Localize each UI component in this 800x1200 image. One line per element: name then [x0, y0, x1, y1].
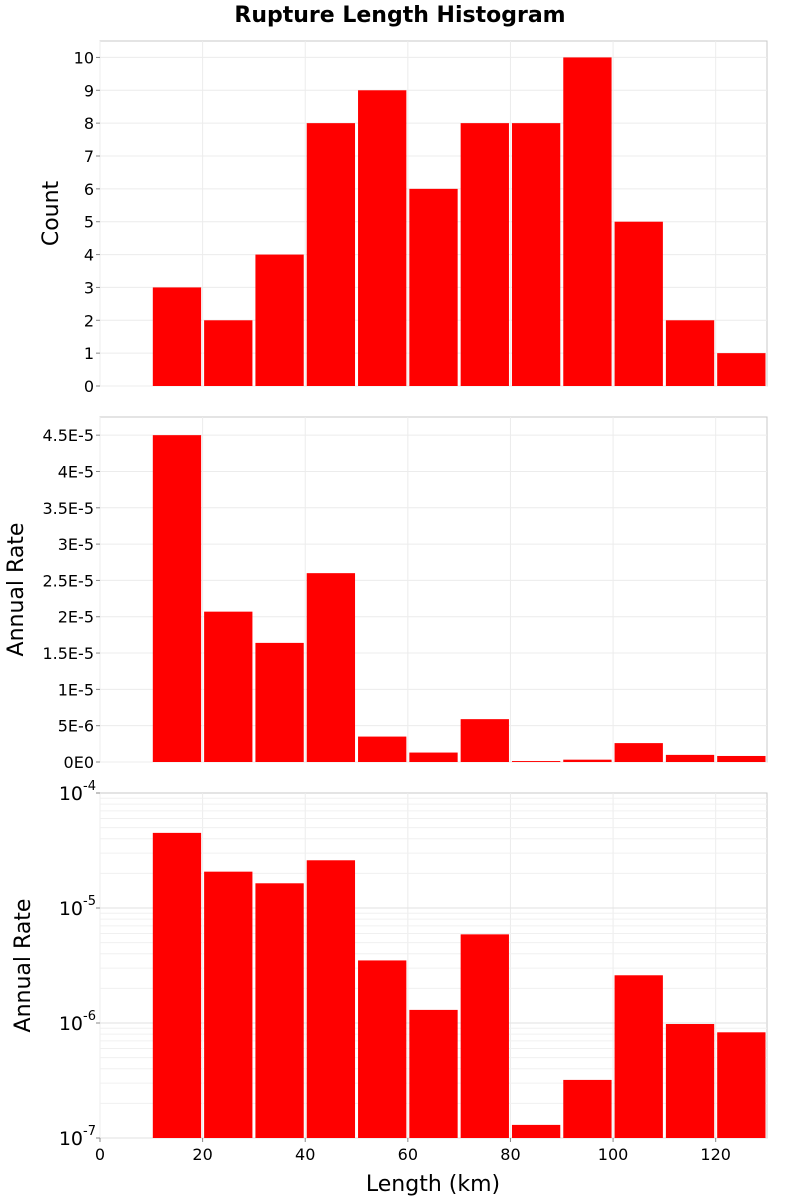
panel-1: 0 1 2 3 4 5 6 7 8 9 10 Count [39, 40, 768, 396]
y-tick-label: 10 [74, 48, 94, 67]
y-tick-label: 4.5E-5 [42, 426, 94, 445]
y-tick-label: 6 [84, 180, 94, 199]
y-tick-label: 7 [84, 147, 94, 166]
y-tick-label: 3 [84, 278, 94, 297]
y-tick-label: 3.5E-5 [42, 499, 94, 518]
bars [152, 832, 766, 1138]
y-axis-label: Annual Rate [4, 523, 29, 657]
y-tick-label: 2 [84, 311, 94, 330]
bar [204, 320, 253, 386]
x-tick-label: 80 [500, 1145, 520, 1164]
bar [306, 123, 356, 387]
y-tick-label: 4 [84, 246, 94, 265]
bar [563, 759, 612, 762]
y-tick-label: 1.5E-5 [42, 644, 94, 663]
bar [511, 1124, 561, 1138]
bar [511, 761, 561, 762]
y-tick-label: 9 [84, 81, 94, 100]
bar [306, 860, 356, 1138]
y-tick-label: 1 [84, 344, 94, 363]
y-tick-label: 0 [84, 377, 94, 396]
y-tick-label: 5 [84, 213, 94, 232]
x-tick-label: 60 [398, 1145, 418, 1164]
bar [358, 90, 407, 387]
bar [717, 755, 766, 762]
y-tick-label: 0E0 [64, 753, 94, 772]
bar [460, 123, 509, 387]
panel-3: 10-7 10-6 10-5 10-4 Annual Rate [11, 779, 768, 1150]
bar [409, 188, 458, 386]
x-tick-label: 100 [598, 1145, 629, 1164]
bar [563, 1079, 612, 1138]
bar [511, 123, 561, 387]
y-tick-labels: 10-7 10-6 10-5 10-4 [59, 779, 100, 1150]
y-axis-label: Count [39, 180, 64, 246]
y-tick-labels: 0E0 5E-6 1E-5 1.5E-5 2E-5 2.5E-5 3E-5 3.5E-5 4E-… [42, 426, 100, 772]
bar [460, 719, 509, 762]
bar [255, 254, 304, 386]
y-tick-label: 10-4 [59, 779, 96, 805]
y-tick-label: 8 [84, 114, 94, 133]
bars [152, 57, 766, 387]
bar [358, 960, 407, 1138]
y-tick-label: 10-6 [59, 1009, 96, 1035]
bar [665, 754, 715, 762]
bar [306, 573, 356, 762]
y-tick-label: 2E-5 [58, 608, 94, 627]
y-tick-labels: 0 1 2 3 4 5 6 7 8 9 10 [74, 48, 100, 396]
bar [409, 752, 458, 762]
bar [152, 287, 202, 386]
bar [255, 883, 304, 1138]
x-tick-label: 40 [295, 1145, 315, 1164]
x-tick-label: 0 [95, 1145, 105, 1164]
y-tick-label: 10-5 [59, 894, 96, 920]
bar [204, 611, 253, 762]
bar [614, 975, 663, 1138]
bar [563, 57, 612, 387]
panels: 0 1 2 3 4 5 6 7 8 9 10 Count 0E0 5E-6 1E-5 1.5E-5 2E-5 2.… [4, 40, 768, 1164]
y-tick-label: 5E-6 [58, 717, 94, 736]
bar [152, 435, 202, 762]
bar [152, 832, 202, 1138]
bar [255, 642, 304, 762]
chart-title: Rupture Length Histogram [234, 3, 565, 28]
bar [460, 934, 509, 1138]
bar [614, 743, 663, 762]
x-tick-labels: 0 20 40 60 80 100 120 [95, 1138, 731, 1164]
y-tick-label: 4E-5 [58, 462, 94, 481]
x-tick-label: 20 [192, 1145, 212, 1164]
bar [614, 221, 663, 386]
y-tick-label: 2.5E-5 [42, 571, 94, 590]
y-tick-label: 10-7 [59, 1124, 96, 1150]
y-tick-label: 1E-5 [58, 680, 94, 699]
panel-2: 0E0 5E-6 1E-5 1.5E-5 2E-5 2.5E-5 3E-5 3.5E-5 4E-… [4, 416, 768, 772]
bar [717, 353, 766, 386]
bars [152, 435, 766, 762]
bar [665, 1024, 715, 1138]
bar [665, 320, 715, 386]
x-axis-label: Length (km) [366, 1172, 500, 1197]
y-tick-label: 3E-5 [58, 535, 94, 554]
bar [358, 736, 407, 762]
bar [717, 1032, 766, 1138]
x-tick-label: 120 [700, 1145, 731, 1164]
bar [204, 871, 253, 1138]
bar [409, 1009, 458, 1138]
y-axis-label: Annual Rate [11, 899, 36, 1033]
